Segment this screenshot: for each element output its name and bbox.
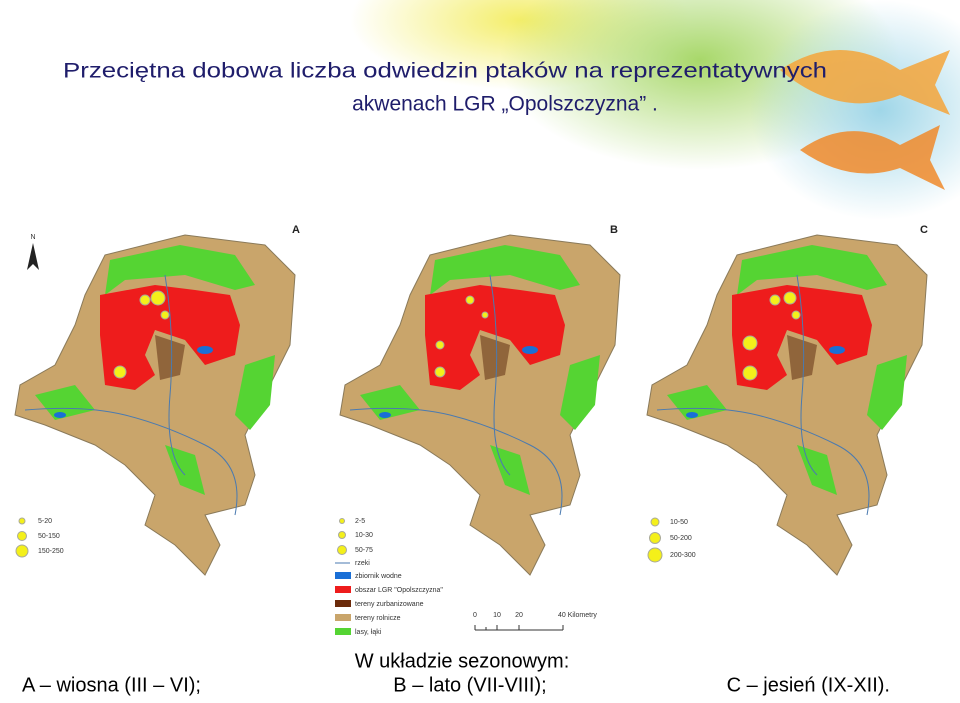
map-panel: A N 5-20 50-150 150-250	[15, 224, 300, 575]
legend-label: 5-20	[38, 518, 52, 525]
map-panel: C 10-50 50-200 200-300	[647, 224, 928, 575]
scale-label: 10	[493, 612, 501, 619]
map-panel: B 2-5 10-30 50-75 rzeki zbiornik wodne o…	[335, 224, 620, 636]
decoration	[350, 0, 960, 220]
legend-label: obszar LGR "Opolszczyzna"	[355, 587, 443, 594]
north-label: N	[30, 234, 35, 241]
title-line: akwenach LGR „Opolszczyzna” .	[352, 93, 658, 116]
legend-label: rzeki	[355, 560, 370, 567]
legend-label: 50-150	[38, 533, 60, 540]
legend-label: 50-200	[670, 535, 692, 542]
north-arrow	[27, 243, 39, 270]
legend-label: zbiornik wodne	[355, 573, 402, 580]
legend-label: 2-5	[355, 518, 365, 525]
scale-bar	[474, 625, 564, 631]
legend-label: 150-250	[38, 548, 64, 555]
legend-label: 200-300	[670, 552, 696, 559]
legend-label: lasy, łąki	[355, 629, 382, 636]
footer-heading: W układzie sezonowym:	[355, 650, 570, 672]
scale-label: 20	[515, 612, 523, 619]
footer-item: B – lato (VII-VIII);	[393, 674, 546, 696]
legend-label: 10-30	[355, 532, 373, 539]
map-letter: C	[920, 224, 928, 236]
scale-label: 0	[473, 612, 477, 619]
legend-label: tereny rolnicze	[355, 615, 401, 622]
footer-item: A – wiosna (III – VI);	[22, 674, 201, 696]
map-letter: B	[610, 224, 618, 236]
footer-item: C – jesień (IX-XII).	[727, 674, 890, 696]
scale-label: 40 Kilometry	[558, 612, 597, 619]
legend-label: 50-75	[355, 547, 373, 554]
legend-label: 10-50	[670, 519, 688, 526]
title-line: Przeciętna dobowa liczba odwiedzin ptakó…	[63, 60, 827, 83]
legend-label: tereny zurbanizowane	[355, 601, 424, 608]
map-letter: A	[292, 224, 300, 236]
